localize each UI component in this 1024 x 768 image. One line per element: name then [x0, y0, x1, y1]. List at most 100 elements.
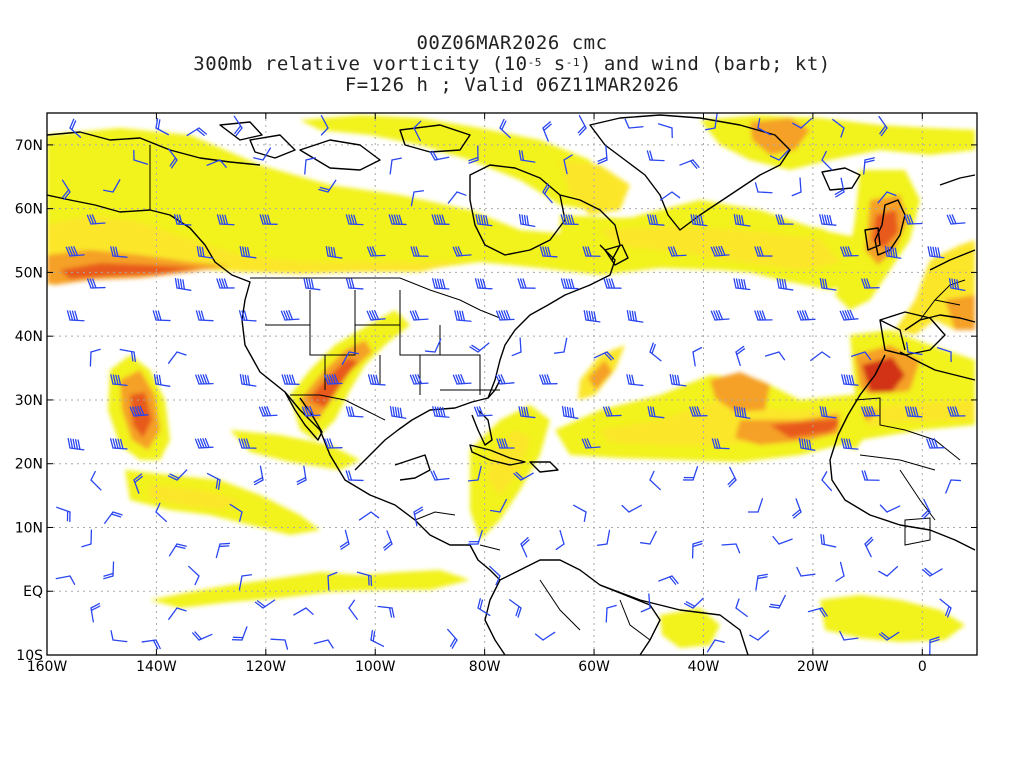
wind-barb: [511, 337, 522, 357]
wind-barb: [196, 246, 214, 259]
wind-barb: [110, 374, 128, 386]
wind-barb: [602, 406, 622, 417]
wind-barb: [561, 405, 579, 419]
wind-barb: [835, 561, 845, 582]
wind-barb: [518, 213, 536, 228]
wind-barb: [929, 636, 940, 655]
wind-barb: [341, 351, 360, 365]
wind-barb: [238, 438, 257, 449]
title-line-3: F=126 h ; Valid 06Z11MAR2026: [344, 74, 680, 96]
wind-barb: [413, 506, 424, 527]
coast-iberia: [879, 311, 946, 356]
wind-barb: [711, 438, 730, 450]
wind-barb: [821, 150, 833, 171]
wind-barb: [367, 374, 386, 386]
wind-barb: [839, 309, 859, 321]
vorticity-shading: [47, 115, 975, 648]
wind-barb: [253, 147, 272, 161]
wind-barb: [233, 115, 243, 137]
wind-barb: [834, 177, 845, 198]
wind-barb: [649, 470, 661, 491]
wind-barb: [304, 157, 316, 175]
coast-us-east: [487, 244, 616, 399]
wind-barb: [109, 438, 128, 450]
wind-barb: [798, 437, 816, 451]
wind-barb: [358, 511, 380, 521]
lat-label: 60N: [15, 202, 43, 218]
wind-barb: [174, 277, 192, 291]
wind-barb: [323, 374, 343, 385]
title-line-1: 00Z06MAR2026 cmc: [416, 32, 608, 54]
wind-barb: [216, 278, 235, 289]
wind-barb: [682, 466, 699, 481]
wind-barb: [947, 406, 966, 417]
wind-barb: [168, 607, 187, 620]
wind-barb: [66, 310, 85, 322]
wind-barb: [186, 127, 207, 137]
wind-barb: [192, 631, 213, 641]
wind-barb: [110, 630, 128, 643]
wind-barb: [467, 465, 482, 482]
wind-barb: [841, 374, 859, 386]
wind-barb: [937, 347, 952, 363]
wind-barb: [727, 466, 737, 488]
wind-barb: [388, 214, 407, 226]
wind-barb: [468, 145, 479, 164]
wind-barb: [90, 602, 101, 623]
wind-barb: [764, 351, 786, 361]
coast-south-america: [484, 579, 749, 655]
wind-barb: [749, 630, 770, 641]
wind-barb: [807, 607, 828, 618]
coast-hudson-bay: [469, 164, 566, 256]
wind-barb: [646, 150, 665, 162]
wind-barb: [231, 626, 248, 641]
lon-label: 60W: [578, 659, 610, 675]
coast-greenland: [589, 114, 791, 231]
wind-barb: [904, 214, 923, 225]
wind-barb: [89, 348, 101, 367]
wind-barb: [946, 214, 966, 225]
wind-barb: [754, 182, 773, 194]
wind-barb: [710, 310, 730, 321]
wind-barb: [669, 374, 687, 387]
wind-barb: [474, 278, 493, 290]
wind-barb: [509, 599, 522, 618]
coast-alaska: [47, 194, 661, 655]
wind-barb: [431, 214, 450, 225]
wind-barb: [67, 438, 85, 451]
wind-barb: [513, 471, 534, 481]
wind-barb: [454, 310, 472, 322]
wind-barb: [879, 504, 901, 513]
wind-barb: [563, 154, 573, 175]
wind-barb: [133, 149, 149, 165]
plot-frame: [46, 112, 978, 656]
wind-barb: [253, 465, 264, 486]
border-us-canada: [250, 277, 501, 319]
lon-label: 100W: [355, 659, 396, 675]
lat-label: 40N: [15, 329, 43, 345]
title-exponent-2: -1: [565, 56, 580, 69]
wind-barb: [473, 406, 493, 417]
wind-barb: [691, 540, 703, 559]
wind-barb: [167, 148, 178, 169]
wind-barb: [216, 214, 235, 226]
wind-barb: [560, 214, 579, 226]
wind-barb: [861, 406, 880, 417]
wind-barb: [69, 118, 82, 138]
wind-barb: [840, 246, 859, 257]
wind-barb: [597, 145, 608, 165]
wind-barb: [689, 406, 708, 417]
wind-barb: [904, 406, 923, 418]
wind-barb: [168, 543, 187, 557]
wind-barb: [581, 438, 601, 449]
wind-barb: [173, 214, 192, 226]
vorticity-tropical-pacific-core: [150, 485, 240, 510]
wind-barb: [683, 597, 704, 609]
wind-barb: [496, 438, 515, 449]
wind-barb: [884, 245, 902, 259]
coast-iceland: [821, 167, 861, 191]
wind-barb: [768, 594, 786, 609]
vorticity-us-southwest: [290, 310, 410, 440]
vorticity-east-atlantic-red: [872, 210, 898, 248]
